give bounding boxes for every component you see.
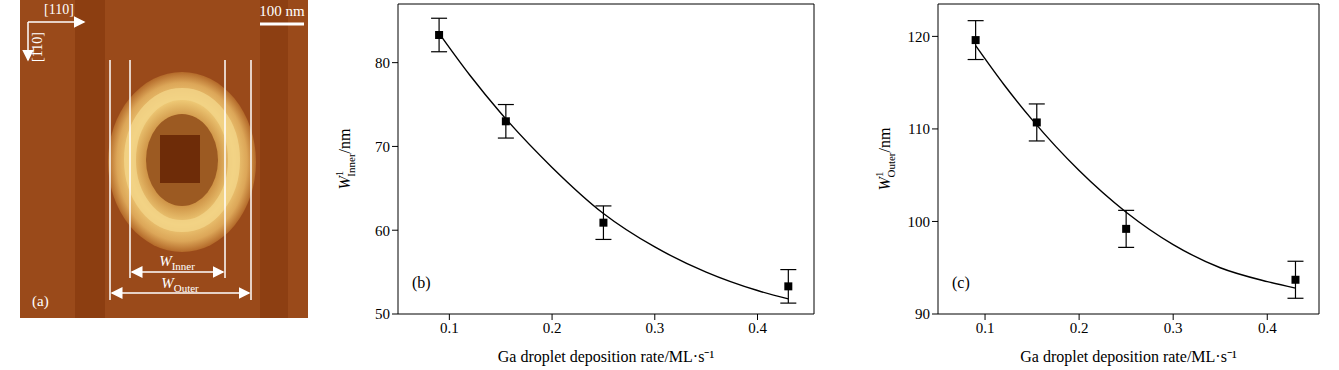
svg-text:Ga droplet deposition rate/ML·: Ga droplet deposition rate/ML·s⁻¹ [498,348,715,366]
svg-text:60: 60 [375,223,390,239]
svg-text:100 nm: 100 nm [259,3,305,19]
svg-text:0.4: 0.4 [748,320,767,336]
svg-text:100: 100 [908,214,931,230]
svg-text:W1Outer/nm: W1Outer/nm [873,127,897,190]
svg-text:0.2: 0.2 [543,320,562,336]
svg-text:0.1: 0.1 [440,320,459,336]
svg-text:120: 120 [908,29,931,45]
svg-text:[110]: [110] [44,2,74,17]
svg-text:80: 80 [375,55,390,71]
svg-text:50: 50 [375,306,390,322]
svg-text:Ga droplet deposition rate/ML·: Ga droplet deposition rate/ML·s⁻¹ [1020,348,1237,366]
svg-text:0.3: 0.3 [1164,320,1183,336]
svg-text:70: 70 [375,139,390,155]
svg-text:(a): (a) [32,293,49,310]
svg-text:0.1: 0.1 [976,320,995,336]
svg-text:0.4: 0.4 [1258,320,1277,336]
html-text:(c): (c) [952,274,970,291]
svg-text:WInner: WInner [159,253,195,272]
svg-text:W1Inner/nm: W1Inner/nm [333,128,357,189]
svg-text:110: 110 [908,121,930,137]
svg-text:0.3: 0.3 [645,320,664,336]
html-text:(b): (b) [412,274,431,291]
svg-text:[1̄10]: [1̄10] [30,32,45,62]
svg-text:0.2: 0.2 [1070,320,1089,336]
svg-text:WOuter: WOuter [161,275,199,294]
svg-text:90: 90 [915,306,930,322]
